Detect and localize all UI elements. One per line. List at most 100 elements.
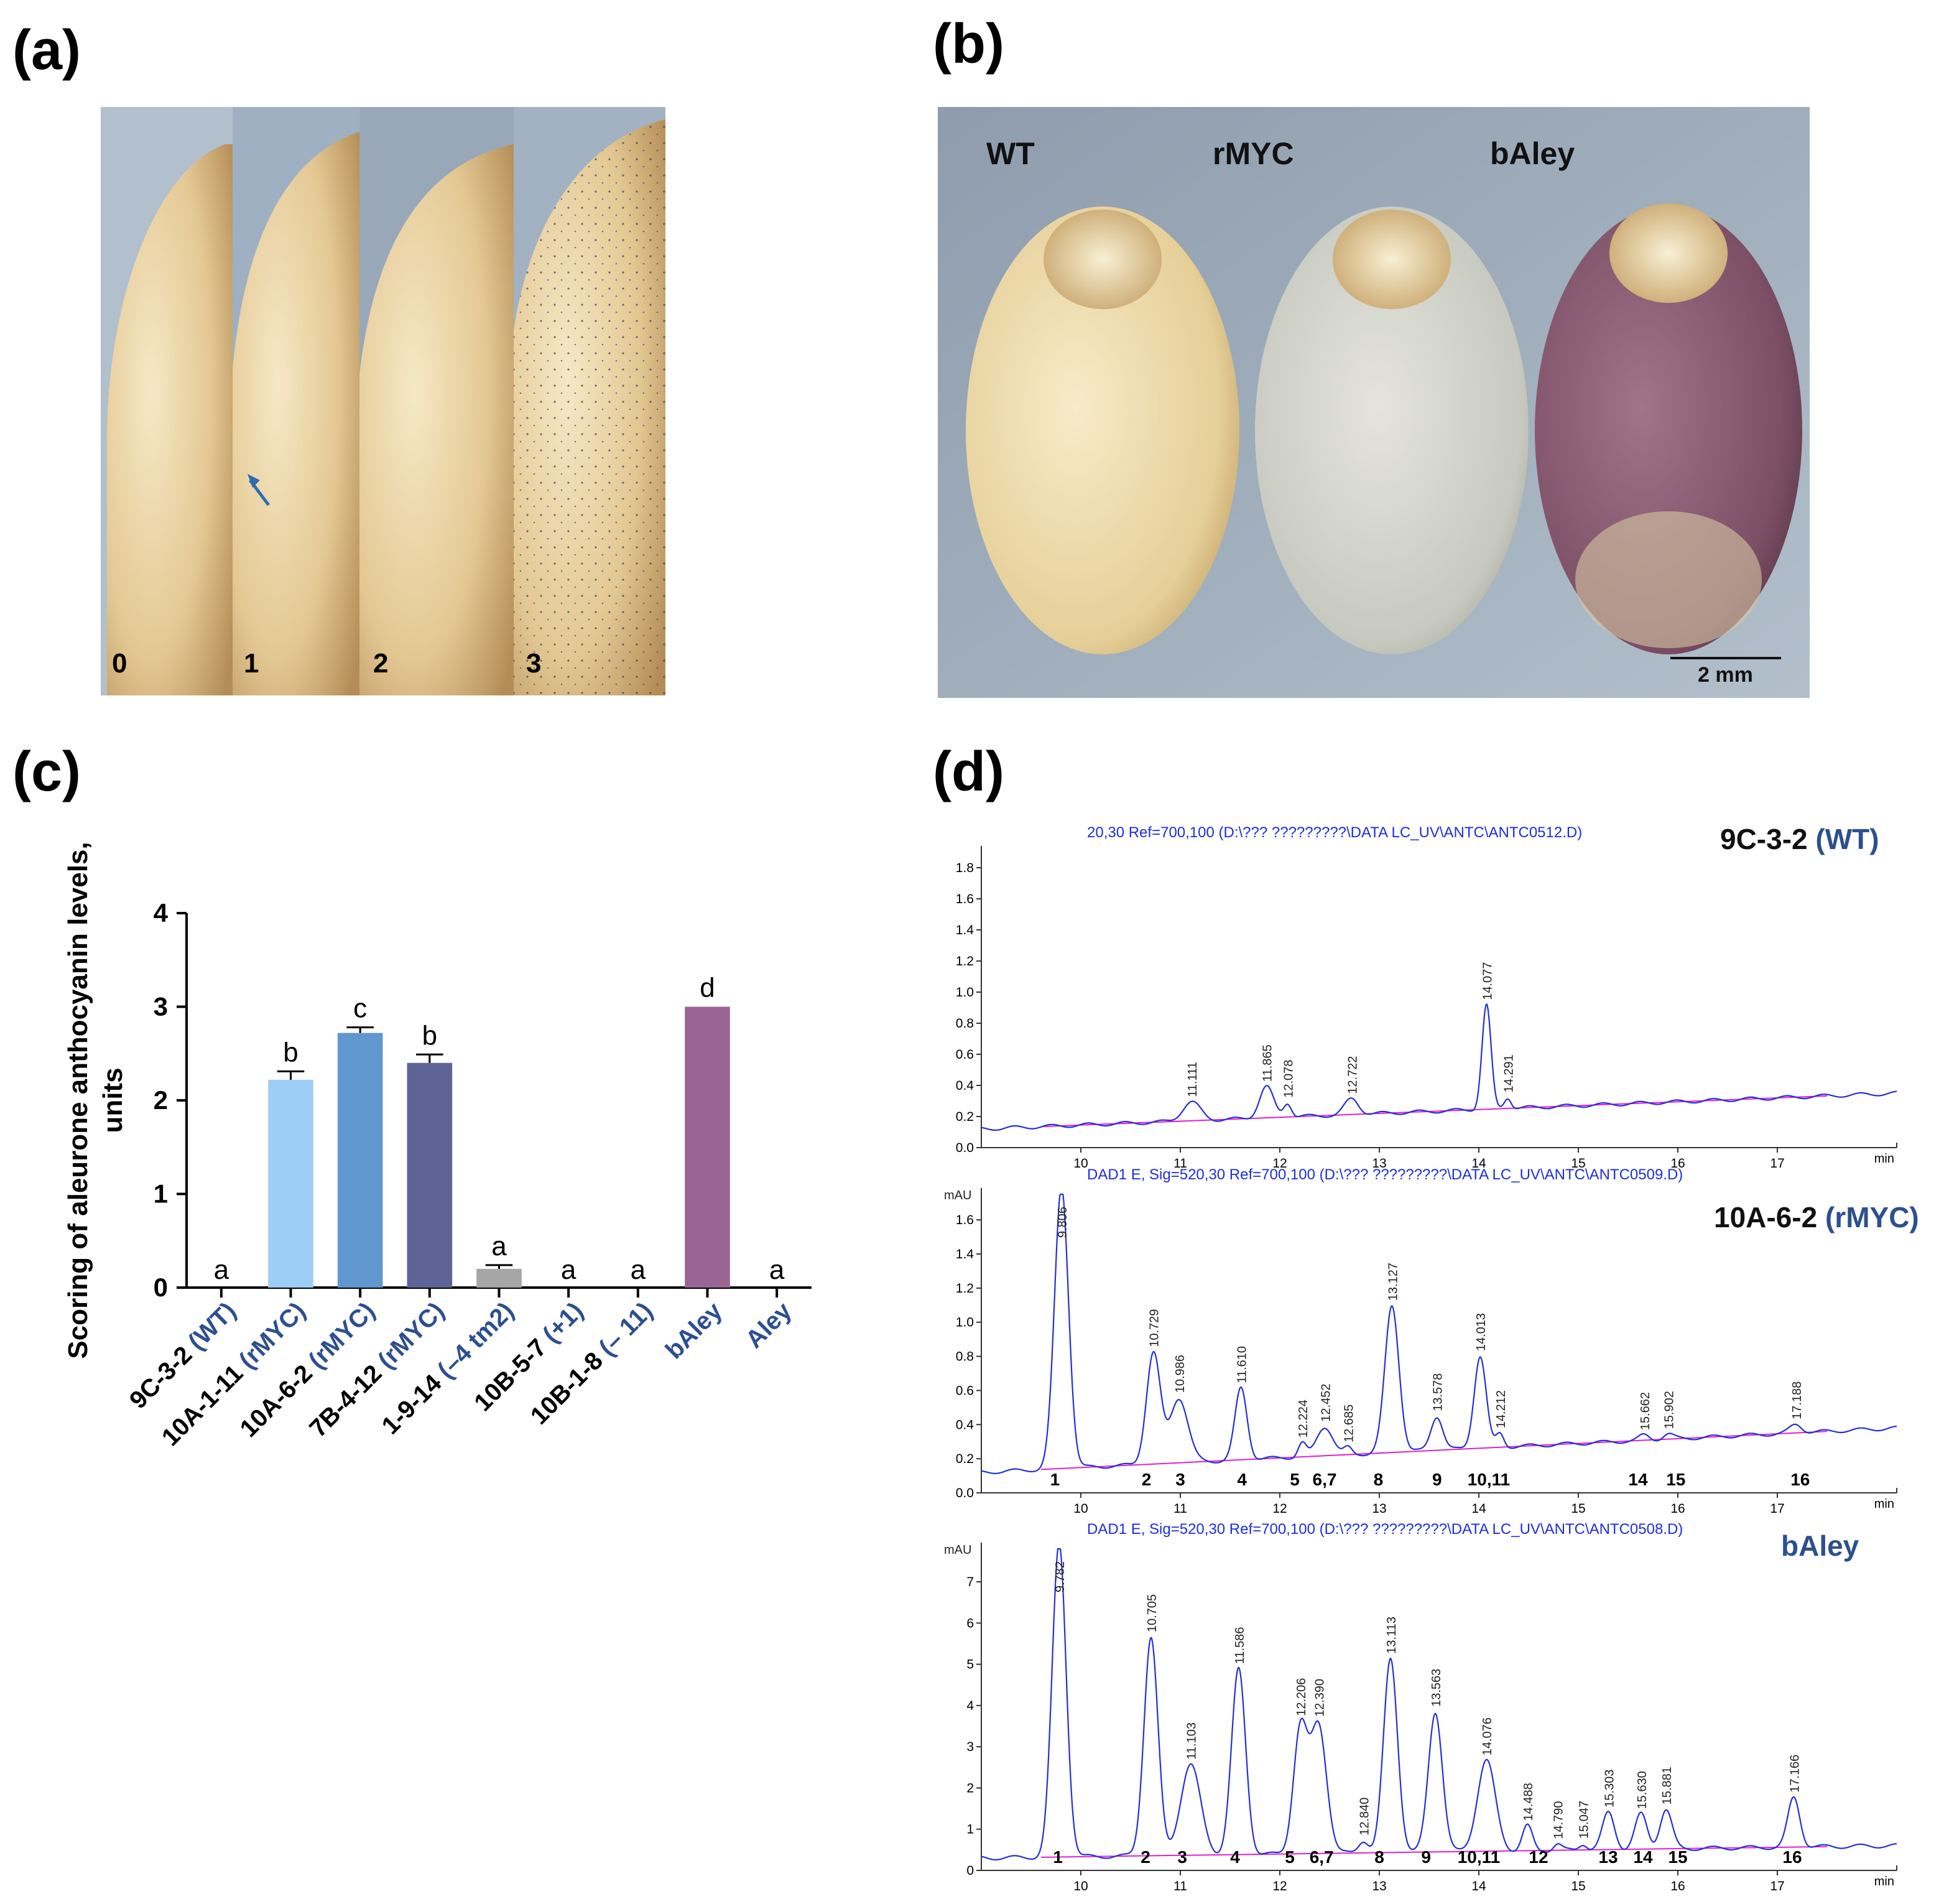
x-unit-label: min [1874,1497,1894,1511]
peak-number: 8 [1374,1470,1384,1489]
peak-label: 15.303 [1603,1770,1616,1808]
bar [685,1006,730,1288]
peak-label: 11.865 [1261,1044,1274,1082]
x-tick-label: 13 [1372,1156,1386,1171]
y-tick-label: 7 [966,1575,974,1589]
grain-strip-photo [101,107,665,695]
x-tick-label: 11 [1173,1879,1187,1893]
integration-baseline [1040,1431,1828,1470]
x-tick-label: 12 [1272,1502,1287,1516]
sample-title-rmyc: 10A-6-2 (rMYC) [1714,1200,1919,1234]
panel-label-c: (c) [12,741,81,803]
x-tick-label: 12 [1272,1156,1287,1171]
x-unit-label: min [1874,1875,1894,1888]
sample-id-baley: bAley [1781,1530,1859,1562]
y-unit-label: mAU [944,1189,971,1202]
significance-letter: d [700,973,715,1003]
peak-number: 6,7 [1313,1470,1337,1489]
peak-number: 16 [1790,1470,1810,1489]
y-tick-label: 1.2 [956,954,974,968]
x-tick-label-tag: Aley [741,1297,797,1354]
x-tick-label: 10B-1-8 (– 11) [525,1297,658,1429]
y-axis-title-line: Scoring of aleurone anthocyanin levels, [63,842,93,1358]
x-tick-label: 17 [1770,1879,1784,1893]
panel-label-d: (d) [933,741,1004,803]
peak-number: 4 [1237,1470,1247,1489]
x-tick-label: 14 [1471,1879,1486,1893]
x-tick-label: 12 [1272,1879,1287,1893]
x-tick-label: 17 [1770,1502,1784,1516]
peak-label: 17.166 [1789,1755,1802,1793]
peak-number: 10,11 [1468,1470,1511,1489]
strip-label-1: 1 [244,648,259,679]
peak-label: 14.790 [1552,1801,1565,1839]
peak-label: 9.782 [1053,1561,1067,1592]
significance-letter: a [561,1255,576,1285]
sample-tag-wt: (WT) [1815,823,1879,855]
peak-label: 12.722 [1346,1056,1360,1094]
x-tick-label: 16 [1670,1879,1685,1893]
x-tick-label: 10 [1073,1502,1088,1516]
y-tick-label: 2 [154,1085,168,1115]
y-tick-label: 4 [966,1699,974,1713]
x-tick-label: 11 [1173,1156,1187,1171]
peak-number: 14 [1633,1847,1653,1867]
anthocyanin-score-bar-chart: 0 1 2 3 4 Scoring of aleurone anthocyanin lev… [63,842,812,1451]
y-tick-label: 1.0 [956,1316,974,1330]
y-tick-label: 1 [154,1179,168,1209]
peak-label: 12.224 [1297,1400,1310,1437]
peak-label: 14.488 [1522,1783,1535,1821]
peak-label: 13.127 [1386,1263,1400,1301]
significance-letter: a [631,1255,646,1285]
peak-number: 1 [1053,1847,1063,1867]
y-tick-label: 1.4 [956,923,974,937]
y-axis-title: Scoring of aleurone anthocyanin levels, u… [63,842,128,1358]
seed-label-baley: bAley [1490,136,1575,171]
x-tick-label: 14 [1471,1156,1486,1171]
y-tick-label: 1.8 [956,861,974,875]
x-tick-label: 10 [1073,1879,1088,1893]
y-tick-label: 0.4 [956,1418,974,1432]
peak-label: 15.630 [1636,1771,1649,1809]
x-tick-label: 15 [1571,1879,1585,1893]
peak-label: 14.077 [1481,962,1494,1000]
bar [268,1079,313,1288]
peak-label: 12.685 [1343,1405,1356,1442]
scale-bar-label: 2 mm [1698,663,1753,687]
significance-letter: a [491,1231,507,1261]
peak-number: 14 [1628,1470,1648,1489]
y-tick-label: 6 [966,1616,974,1630]
peak-number: 12 [1529,1847,1548,1867]
peak-number: 15 [1668,1847,1687,1867]
y-tick-label: 0.0 [956,1486,974,1500]
y-axis-title-line: units [98,1067,128,1133]
peak-label: 14.212 [1494,1390,1508,1428]
y-tick-label: 1.2 [956,1281,974,1296]
peak-number: 2 [1141,1847,1150,1867]
chromatogram-trace [981,1548,1897,1860]
y-tick-label: 0.8 [956,1350,974,1364]
y-tick-label: 0.6 [956,1047,974,1062]
peak-number: 6,7 [1310,1847,1334,1867]
significance-letter: b [422,1020,437,1051]
y-tick-label: 4 [154,898,169,927]
peak-label: 14.291 [1502,1054,1516,1092]
y-tick-label: 0.2 [956,1110,974,1124]
peak-label: 12.078 [1282,1060,1295,1098]
significance-letter: a [769,1255,785,1285]
y-tick-label: 1.4 [956,1247,974,1261]
peak-label: 12.840 [1358,1798,1371,1836]
seed-label-rmyc: rMYC [1213,136,1294,171]
strip-label-3: 3 [526,648,542,679]
panel-label-a: (a) [12,19,81,81]
chromatogram-header: DAD1 E, Sig=520,30 Ref=700,100 (D:\??? ?… [1087,1166,1683,1183]
panel-label-b: (b) [933,13,1004,75]
peak-label: 15.902 [1662,1391,1676,1429]
peak-label: 15.881 [1660,1767,1674,1804]
y-tick-label: 2 [966,1781,974,1795]
peak-number: 9 [1421,1847,1431,1867]
sample-id-rmyc: 10A-6-2 [1714,1201,1818,1233]
chromatogram-header: DAD1 E, Sig=520,30 Ref=700,100 (D:\??? ?… [1087,1521,1683,1538]
y-tick-label: 0.0 [956,1141,974,1155]
x-tick-label: 15 [1571,1502,1585,1516]
